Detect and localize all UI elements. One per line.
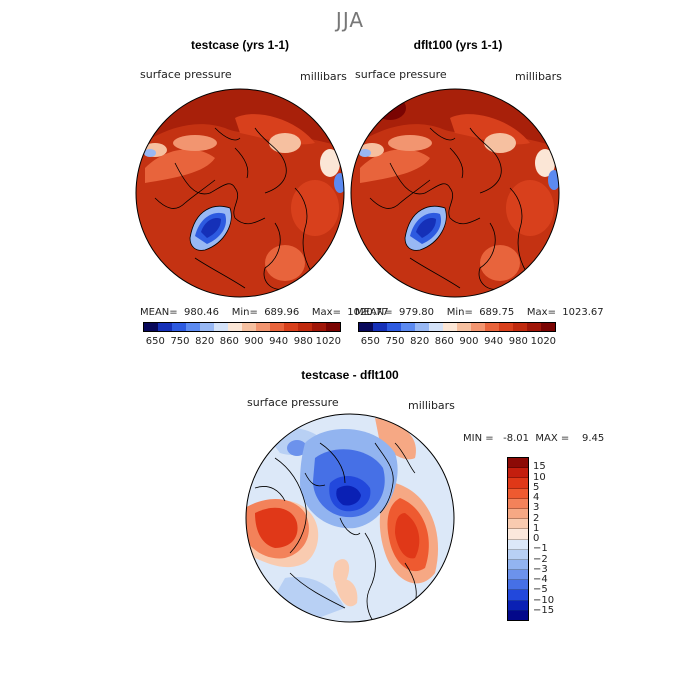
colorbar-tick-label: 1020 — [530, 336, 557, 347]
polar-map-testcase — [135, 88, 345, 298]
colorbar-swatch — [508, 549, 528, 560]
colorbar-tick-label: −3 — [533, 563, 548, 575]
colorbar-swatch — [508, 458, 528, 469]
units-label: millibars — [515, 70, 562, 83]
variable-label: surface pressure — [355, 68, 447, 81]
colorbar-swatch — [326, 323, 340, 331]
colorbar-tick-label: 5 — [533, 481, 540, 493]
colorbar-tick-label: 650 — [145, 336, 165, 347]
colorbar-tick-label: 1 — [533, 522, 540, 534]
diff-title: testcase - dflt100 — [301, 368, 399, 382]
colorbar-swatch — [508, 590, 528, 601]
colorbar-tick-label: 820 — [195, 336, 215, 347]
colorbar-tick-label: −4 — [533, 574, 548, 585]
colorbar-swatch — [457, 323, 471, 331]
colorbar-swatch — [214, 323, 228, 331]
colorbar-swatch — [508, 539, 528, 550]
colorbar-tick-label: 1020 — [315, 336, 342, 347]
colorbar-swatch — [144, 323, 158, 331]
panel-stats-dflt100: MEAN= 979.80 Min= 689.75 Max= 1023.67 — [355, 307, 604, 318]
colorbar-swatch — [158, 323, 172, 331]
colorbar-ticks: 650 750 820 860 900 940 980 1020 — [143, 336, 341, 347]
colorbar-swatch — [443, 323, 457, 331]
colorbar-tick-label: 4 — [533, 492, 540, 503]
colorbar-swatch — [508, 610, 528, 620]
colorbar-swatch — [270, 323, 284, 331]
colorbar-swatch — [508, 468, 528, 479]
variable-label: surface pressure — [247, 396, 339, 409]
colorbar-swatch — [508, 478, 528, 489]
colorbar-swatch — [284, 323, 298, 331]
colorbar-swatch — [508, 580, 528, 591]
colorbar-swatch — [508, 559, 528, 571]
units-label: millibars — [300, 70, 347, 83]
colorbar-difference-ticks: 15 10 5 4 3 2 1 0 −1 −2 −3 −4 −5 −10 −15 — [533, 457, 573, 621]
colorbar-tick-label: −1 — [533, 543, 548, 555]
colorbar-swatch — [429, 323, 443, 331]
panel-title-testcase: testcase (yrs 1-1) — [190, 38, 290, 52]
colorbar-swatch — [298, 323, 312, 331]
colorbar-swatch — [312, 323, 326, 331]
colorbar-tick-label: −2 — [533, 553, 548, 565]
colorbar-swatch — [485, 323, 499, 331]
colorbar-tick-label: 900 — [459, 336, 479, 347]
colorbar-swatch — [415, 323, 429, 331]
colorbar-swatch — [242, 323, 256, 331]
colorbar-difference — [507, 457, 529, 621]
colorbar-swatch — [499, 323, 513, 331]
polar-map-difference — [245, 413, 455, 623]
colorbar-swatch — [373, 323, 387, 331]
variable-label: surface pressure — [140, 68, 232, 81]
colorbar-tick-label: 750 — [170, 336, 190, 347]
colorbar-swatch — [508, 570, 528, 581]
colorbar-tick-label: −15 — [533, 604, 555, 616]
colorbar-swatch — [527, 323, 541, 331]
colorbar-swatch — [508, 508, 528, 520]
colorbar-tick-label: 900 — [244, 336, 264, 347]
colorbar-swatch — [200, 323, 214, 331]
colorbar-tick-label: 940 — [269, 336, 289, 347]
colorbar-swatch — [186, 323, 200, 331]
colorbar-tick-label: 820 — [410, 336, 430, 347]
colorbar-swatch — [508, 600, 528, 611]
colorbar-tick-label: 15 — [533, 461, 546, 473]
colorbar-swatch — [359, 323, 373, 331]
colorbar-swatch — [508, 519, 528, 530]
colorbar-swatch — [513, 323, 527, 331]
panel-stats-testcase: MEAN= 980.46 Min= 689.96 Max= 1020.77 — [140, 307, 389, 318]
colorbar-testcase — [143, 322, 341, 332]
colorbar-tick-label: 10 — [533, 471, 546, 483]
panel-title-dflt100: dflt100 (yrs 1-1) — [413, 38, 503, 52]
colorbar-swatch — [508, 488, 528, 499]
colorbar-tick-label: 0 — [533, 533, 540, 544]
colorbar-tick-label: 980 — [508, 336, 528, 347]
colorbar-tick-label: 3 — [533, 502, 540, 514]
colorbar-tick-label: 750 — [385, 336, 405, 347]
colorbar-tick-label: 2 — [533, 512, 540, 524]
season-title: JJA — [335, 8, 365, 32]
colorbar-tick-label: 860 — [219, 336, 239, 347]
colorbar-swatch — [172, 323, 186, 331]
colorbar-tick-label: 940 — [484, 336, 504, 347]
colorbar-swatch — [401, 323, 415, 331]
colorbar-swatch — [228, 323, 242, 331]
colorbar-swatch — [387, 323, 401, 331]
colorbar-swatch — [541, 323, 555, 331]
units-label: millibars — [408, 399, 455, 412]
colorbar-tick-label: −10 — [533, 594, 555, 606]
colorbar-tick-label: 980 — [293, 336, 313, 347]
colorbar-ticks: 650 750 820 860 900 940 980 1020 — [358, 336, 556, 347]
colorbar-tick-label: −5 — [533, 584, 548, 596]
colorbar-tick-label: 650 — [360, 336, 380, 347]
polar-map-dflt100 — [350, 88, 560, 298]
colorbar-swatch — [508, 529, 528, 540]
colorbar-swatch — [471, 323, 485, 331]
colorbar-dflt100 — [358, 322, 556, 332]
diff-min-max: MIN = -8.01 MAX = 9.45 — [463, 433, 605, 444]
colorbar-tick-label: 860 — [434, 336, 454, 347]
colorbar-swatch — [256, 323, 270, 331]
colorbar-swatch — [508, 498, 528, 509]
